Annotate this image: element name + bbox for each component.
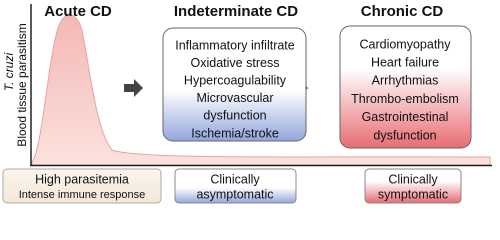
status-text: symptomatic <box>378 187 448 201</box>
stage-title: Indeterminate CD <box>174 3 298 20</box>
status-box <box>174 168 297 204</box>
status-text: High parasitemia <box>35 172 129 186</box>
feature-box <box>162 27 307 142</box>
feature-text: Ischemia/stroke <box>191 126 279 140</box>
status-text: Clinically <box>210 172 260 186</box>
stage-title: Acute CD <box>44 3 112 20</box>
feature-text: dysfunction <box>203 109 266 123</box>
feature-text: Hypercoagulability <box>184 73 287 87</box>
feature-text: Thrombo-embolism <box>351 92 459 106</box>
y-axis-organism: T. cruzi <box>2 53 16 92</box>
feature-text: Heart failure <box>371 55 439 69</box>
page: T. cruzi Blood tissue parasitism Acute C… <box>2 2 492 204</box>
feature-text: Inflammatory infiltrate <box>175 38 295 52</box>
feature-text: Arrhythmias <box>372 74 439 88</box>
status-text: Intense immune response <box>19 189 146 201</box>
stage-title: Chronic CD <box>361 3 444 20</box>
feature-text: Cardiomyopathy <box>359 37 451 51</box>
arrow <box>124 79 143 97</box>
status-box <box>364 168 462 204</box>
status-box <box>2 168 162 204</box>
feature-text: Microvascular <box>196 91 273 105</box>
feature-text: Oxidative stress <box>191 56 280 70</box>
feature-box <box>339 25 472 149</box>
diagram: T. cruzi Blood tissue parasitism Acute C… <box>2 3 492 204</box>
status-text: asymptomatic <box>196 187 273 201</box>
feature-text: dysfunction <box>373 128 436 142</box>
y-axis-label: Blood tissue parasitism <box>15 23 29 146</box>
status-text: Clinically <box>388 172 438 186</box>
feature-text: Gastrointestinal <box>362 110 449 124</box>
parasitism-curve <box>31 14 491 166</box>
